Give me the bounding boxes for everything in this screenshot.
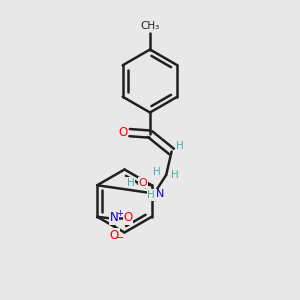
Text: +: + [116,209,123,218]
Text: H: H [176,141,184,151]
Text: N: N [155,189,164,200]
Text: O: O [118,126,127,139]
Text: O: O [110,229,119,242]
Text: O: O [123,211,132,224]
Text: O: O [138,178,147,188]
Text: H: H [147,190,155,200]
Text: H: H [171,170,179,180]
Text: −: − [115,233,124,243]
Text: N: N [110,211,119,224]
Text: CH₃: CH₃ [140,21,160,32]
Text: H: H [153,167,161,177]
Text: H: H [127,178,135,188]
